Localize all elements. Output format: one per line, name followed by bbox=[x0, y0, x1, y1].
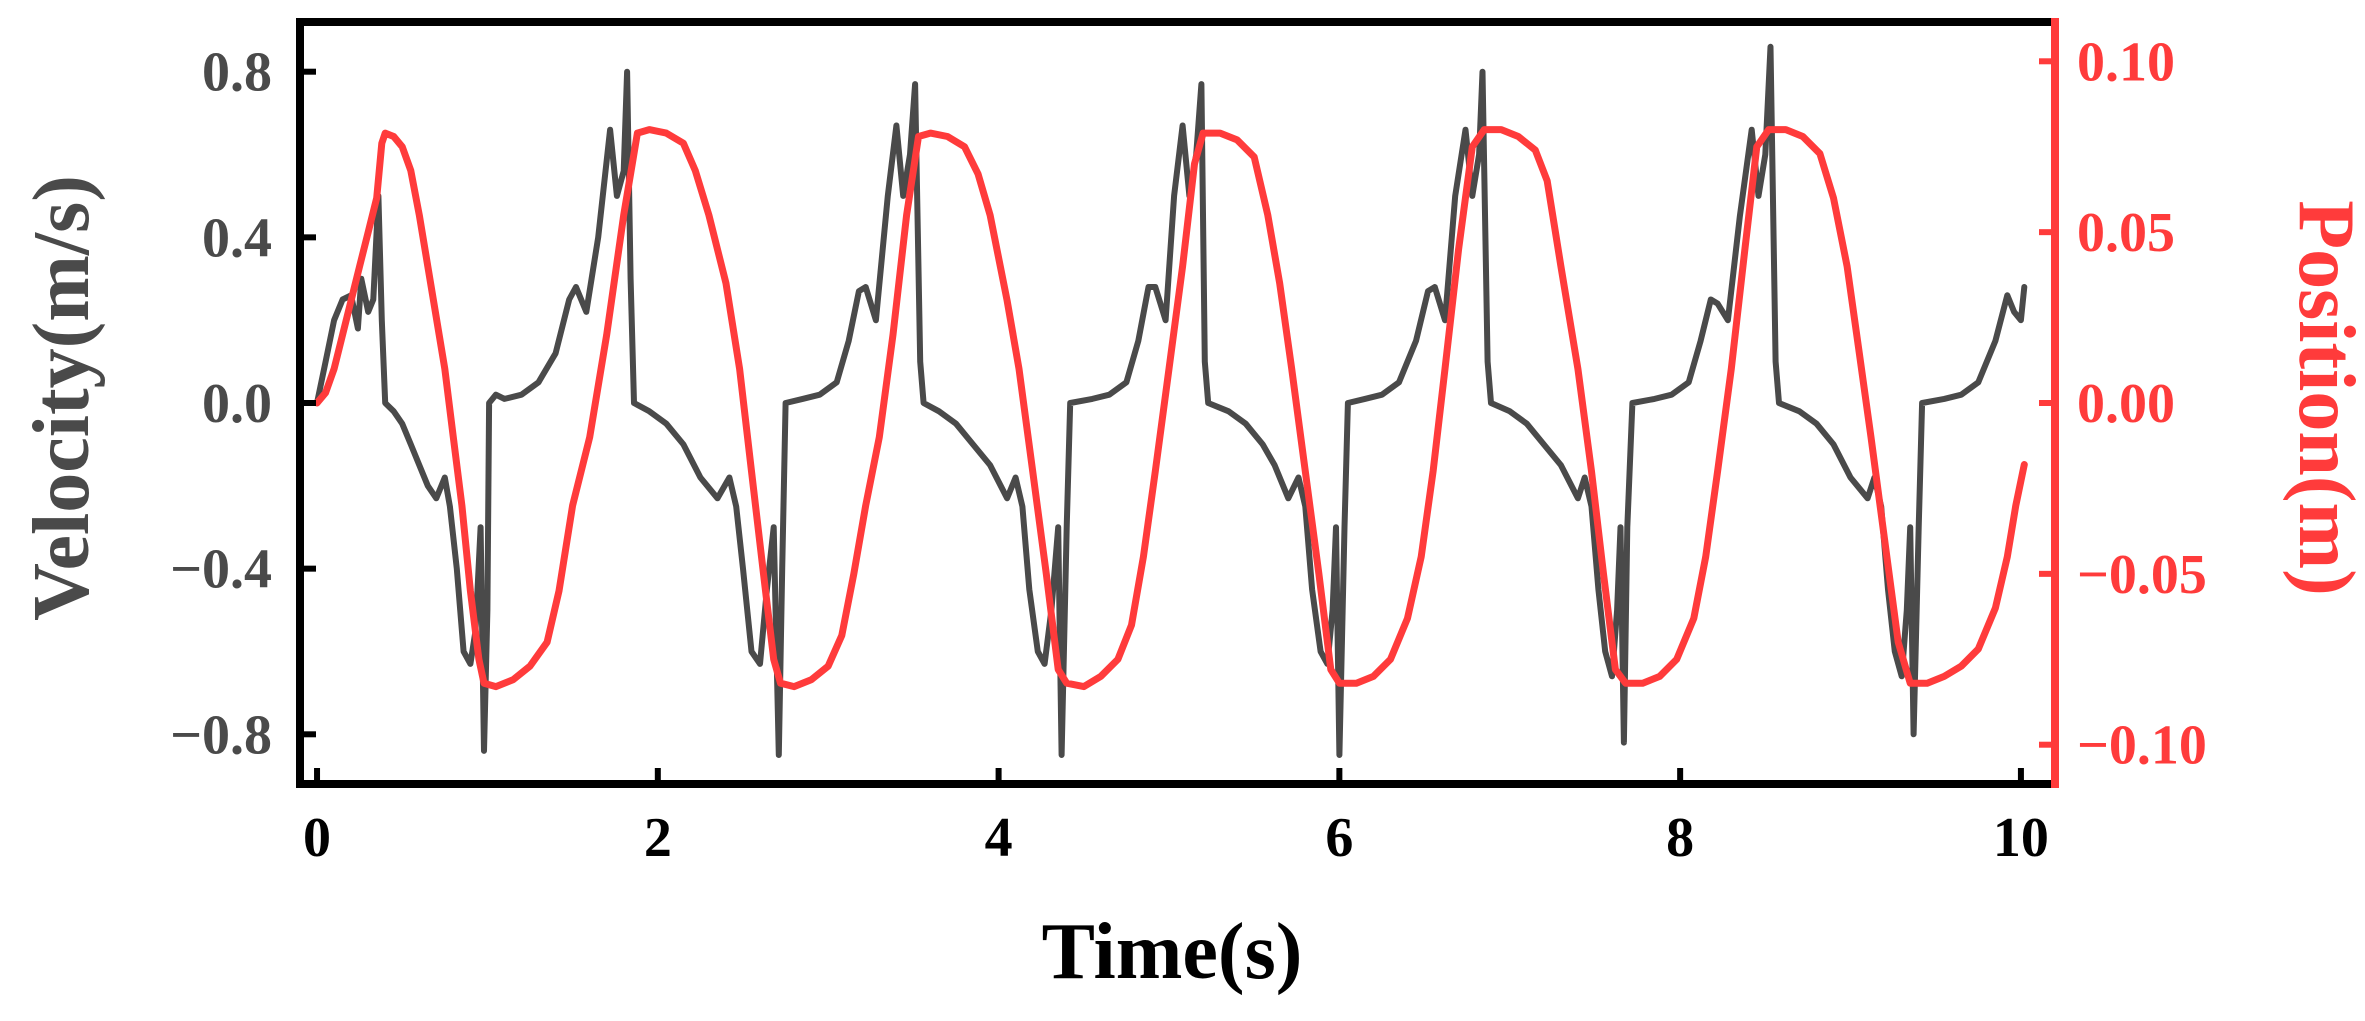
labels-layer: Time(s) Velocity(m/s) Position(m) bbox=[18, 175, 2365, 996]
y2-tick-label: −0.05 bbox=[2077, 544, 2207, 606]
x-tick-label: 8 bbox=[1666, 807, 1694, 869]
y2-tick-label: 0.10 bbox=[2077, 31, 2175, 93]
x-axis-title: Time(s) bbox=[1042, 908, 1303, 996]
axes-layer: 0 2 4 6 8 10 0.8 0.4 0.0 −0.4 −0.8 0.10 0.05 0.00 −0.0… bbox=[170, 18, 2207, 869]
y-tick-label: 0.8 bbox=[202, 42, 272, 104]
y2-tick-label: 0.00 bbox=[2077, 373, 2175, 435]
y-tick-label: 0.4 bbox=[202, 207, 272, 269]
y-axis-title: Velocity(m/s) bbox=[18, 175, 106, 621]
y2-tick-label: −0.10 bbox=[2077, 715, 2207, 777]
y2-tick-label: 0.05 bbox=[2077, 202, 2175, 264]
x-tick-label: 10 bbox=[1993, 807, 2049, 869]
x-tick-label: 2 bbox=[644, 807, 672, 869]
x-tick-label: 6 bbox=[1325, 807, 1353, 869]
y-tick-label: 0.0 bbox=[202, 373, 272, 435]
y-tick-label: −0.8 bbox=[170, 704, 272, 766]
x-tick-label: 4 bbox=[985, 807, 1013, 869]
position-series-line bbox=[313, 126, 2028, 691]
y-tick-label: −0.4 bbox=[170, 539, 272, 601]
x-tick-label: 0 bbox=[303, 807, 331, 869]
y2-axis-title: Position(m) bbox=[2282, 200, 2365, 596]
plot-layer bbox=[313, 43, 2028, 758]
velocity-series-line bbox=[314, 43, 2028, 758]
